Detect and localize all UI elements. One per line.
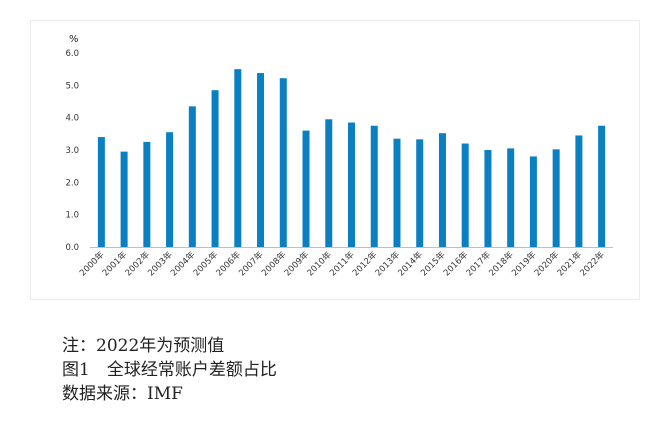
x-tick-label: 2022年 <box>578 249 607 278</box>
bar-2015年 <box>438 133 446 247</box>
bar-2003年 <box>166 132 174 247</box>
bar-2017年 <box>484 150 492 247</box>
y-tick-label: 0.0 <box>65 243 79 253</box>
y-tick-label: 3.0 <box>65 146 79 156</box>
chart-note: 注：2022年为预测值 <box>62 336 225 356</box>
bar-2018年 <box>507 148 515 247</box>
y-tick-label: 6.0 <box>65 49 79 59</box>
bar-2016年 <box>461 143 469 247</box>
y-unit-label: % <box>69 34 79 45</box>
y-tick-label: 5.0 <box>65 81 79 91</box>
bar-2008年 <box>279 78 287 247</box>
bar-2009年 <box>302 130 310 247</box>
bar-2010年 <box>325 119 333 247</box>
bar-2005年 <box>211 90 219 247</box>
bar-2020年 <box>552 149 560 247</box>
chart-frame: % 0.0 1.0 2.0 3.0 4.0 5.0 6.0 2000年 2001年 2002年 200… <box>30 20 640 300</box>
bar-2002年 <box>143 141 151 247</box>
bar-2000年 <box>97 137 105 247</box>
bar-2011年 <box>348 122 355 247</box>
y-tick-label: 2.0 <box>65 178 79 188</box>
bar-2013年 <box>393 138 401 247</box>
bar-2019年 <box>529 156 537 247</box>
bar-2007年 <box>257 73 265 247</box>
bar-2004年 <box>188 106 196 247</box>
bar-2006年 <box>234 69 242 247</box>
bar-2012年 <box>370 125 378 247</box>
bar-2022年 <box>598 125 606 247</box>
bar-2001年 <box>120 151 128 247</box>
y-tick-label: 1.0 <box>65 211 79 221</box>
data-source: 数据来源：IMF <box>62 384 183 404</box>
figure-title: 图1 全球经常账户差额占比 <box>62 360 277 380</box>
bar-2021年 <box>575 135 583 247</box>
bar-chart: %0.01.02.03.04.05.06.02000年2001年2002年200… <box>65 34 613 278</box>
bar-2014年 <box>416 139 424 247</box>
y-tick-label: 4.0 <box>65 114 79 124</box>
